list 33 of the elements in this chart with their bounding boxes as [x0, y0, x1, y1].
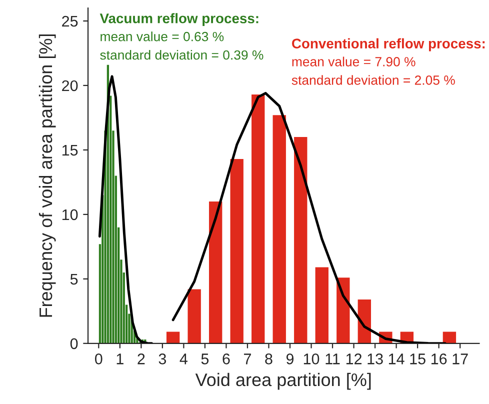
x-tick-label: 16 [431, 354, 447, 364]
x-tick-label: 10 [304, 354, 320, 364]
x-tick-label: 9 [286, 354, 294, 364]
x-tick-label: 7 [244, 354, 251, 364]
annotation: standard deviation = 0.39 % [100, 50, 264, 60]
x-tick-label: 6 [222, 354, 230, 364]
annotation: standard deviation = 2.05 % [292, 75, 455, 85]
annotation: mean value = 0.63 % [100, 32, 224, 42]
line-series [98, 75, 154, 344]
y-tick-label: 20 [62, 80, 78, 92]
y-tick-label: 0 [70, 338, 78, 350]
y-tick-label: 10 [62, 209, 78, 220]
x-tick-label: 15 [410, 354, 426, 364]
x-tick-label: 1 [116, 354, 124, 364]
x-tick-label: 3 [158, 354, 166, 364]
x-tick-label: 13 [368, 354, 383, 364]
y-tick-label: 25 [62, 16, 78, 27]
x-tick-label: 5 [201, 354, 209, 364]
y-tick-label: 5 [70, 274, 78, 285]
x-tick-label: 8 [265, 354, 272, 364]
annotation: Vacuum reflow process: [100, 13, 258, 26]
annotation: Conventional reflow process: [292, 38, 485, 52]
x-tick-label: 2 [138, 354, 145, 364]
y-axis-title: Frequency of void area partition [%] [38, 34, 56, 317]
x-tick-label: 4 [180, 354, 188, 364]
annotation: mean value = 7.90 % [292, 56, 416, 66]
x-tick-label: 11 [326, 354, 340, 364]
x-tick-label: 0 [95, 354, 102, 364]
x-axis-title: Void area partition [%] [195, 372, 371, 390]
y-tick-label: 15 [62, 144, 78, 156]
x-tick-label: 12 [346, 354, 362, 364]
x-tick-label: 14 [388, 354, 404, 364]
x-tick-label: 17 [452, 354, 468, 364]
